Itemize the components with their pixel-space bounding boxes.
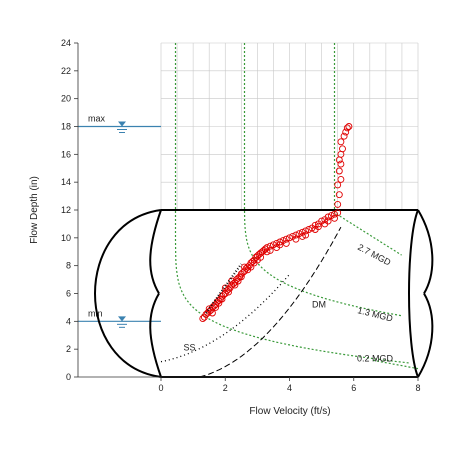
data-point: [302, 231, 310, 239]
x-axis-title: Flow Velocity (ft/s): [249, 406, 330, 417]
data-point: [340, 132, 348, 140]
y-tick-label: 6: [66, 289, 71, 299]
data-point: [298, 232, 306, 240]
y-tick-label: 8: [66, 261, 71, 271]
data-point: [324, 217, 332, 225]
data-point: [345, 123, 353, 130]
data-point: [273, 239, 281, 247]
data-point: [282, 235, 290, 243]
y-tick-label: 18: [61, 122, 71, 132]
data-point: [292, 231, 300, 239]
data-point: [208, 309, 216, 317]
data-point-cluster: [205, 263, 243, 314]
water-surface-icon: [118, 121, 126, 127]
y-tick-label: 2: [66, 344, 71, 354]
y-tick-label: 20: [61, 94, 71, 104]
data-point: [314, 223, 322, 231]
x-tick-label: 6: [351, 383, 356, 393]
water-surface-icon: [118, 316, 126, 322]
pipe-right-edge-upper: [417, 209, 434, 295]
grid: [160, 42, 419, 210]
data-point: [324, 213, 332, 221]
y-tick-label: 22: [61, 66, 71, 76]
flow-curve-label: 0.2 MGD: [357, 354, 394, 364]
data-point: [221, 284, 229, 292]
data-point: [337, 160, 345, 168]
pipe-left-end: [94, 209, 162, 378]
data-point: [266, 246, 274, 254]
data-point: [331, 210, 338, 218]
data-point: [282, 239, 290, 247]
data-point: [276, 238, 284, 246]
flow-curve-2-7-mgd: [333, 43, 402, 256]
y-axis-title: Flow Depth (in): [29, 176, 40, 244]
pipe-left-edge-lower: [149, 292, 162, 378]
data-point: [302, 227, 310, 235]
data-point: [276, 241, 284, 249]
y-tick-label: 16: [61, 149, 71, 159]
flow-curve-0-2-mgd: [174, 43, 411, 364]
data-point: [342, 128, 350, 136]
data-point: [343, 124, 351, 132]
data-point: [234, 277, 242, 285]
y-tick-label: 24: [61, 38, 71, 48]
x-tick-label: 8: [415, 383, 420, 393]
data-point: [335, 167, 343, 175]
data-point: [292, 235, 300, 243]
data-point: [247, 263, 255, 271]
data-point: [215, 299, 223, 307]
y-tick-label: 12: [61, 205, 71, 215]
data-point: [266, 242, 274, 250]
data-point: [337, 138, 345, 146]
y-tick-label: 14: [61, 177, 71, 187]
data-point: [263, 248, 271, 256]
data-point: [286, 234, 293, 242]
level-label-min: min: [88, 308, 103, 318]
depth-levels: max min: [78, 114, 161, 328]
data-point: [253, 256, 261, 264]
pipe-right-end: [408, 209, 419, 378]
data-point: [311, 221, 319, 229]
data-points: [199, 123, 353, 323]
y-tick-label: 0: [66, 372, 71, 382]
data-point: [331, 214, 338, 222]
data-point: [337, 175, 345, 183]
curve-dm: [199, 226, 342, 378]
x-tick-label: 2: [223, 383, 228, 393]
x-tick-label: 4: [287, 383, 292, 393]
data-point: [334, 200, 342, 208]
x-tick-label: 0: [158, 383, 163, 393]
data-point: [334, 209, 342, 217]
flow-curves: [160, 43, 419, 378]
data-point: [335, 191, 343, 199]
curve-label-dm: DM: [312, 299, 326, 309]
y-tick-label: 10: [61, 233, 71, 243]
y-tick-label: 4: [66, 316, 71, 326]
level-label-max: max: [88, 114, 106, 124]
data-point: [339, 145, 346, 153]
curve-label-ss: SS: [183, 343, 195, 353]
pipe-left-edge-upper: [149, 209, 162, 295]
data-point: [334, 181, 342, 189]
pipe-right-edge-lower: [417, 292, 434, 378]
